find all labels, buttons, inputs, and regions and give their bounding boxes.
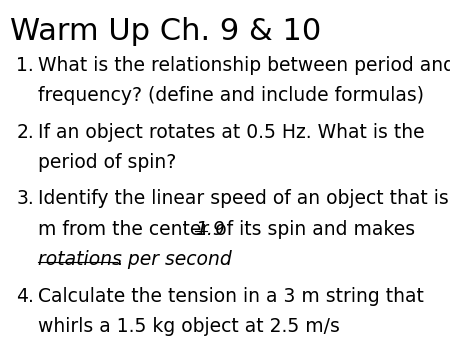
Text: m from the center of its spin and makes: m from the center of its spin and makes <box>38 220 421 239</box>
Text: 2.: 2. <box>16 123 34 142</box>
Text: If an object rotates at 0.5 Hz. What is the: If an object rotates at 0.5 Hz. What is … <box>38 123 424 142</box>
Text: Warm Up Ch. 9 & 10: Warm Up Ch. 9 & 10 <box>10 17 321 46</box>
Text: whirls a 1.5 kg object at 2.5 m/s: whirls a 1.5 kg object at 2.5 m/s <box>38 317 339 336</box>
Text: .: . <box>117 250 122 269</box>
Text: 4.: 4. <box>16 287 34 306</box>
Text: period of spin?: period of spin? <box>38 153 176 172</box>
Text: 1.9: 1.9 <box>195 220 225 239</box>
Text: Identify the linear speed of an object that is 2: Identify the linear speed of an object t… <box>38 190 450 209</box>
Text: 3.: 3. <box>16 190 34 209</box>
Text: rotations per second: rotations per second <box>38 250 231 269</box>
Text: frequency? (define and include formulas): frequency? (define and include formulas) <box>38 86 423 105</box>
Text: Calculate the tension in a 3 m string that: Calculate the tension in a 3 m string th… <box>38 287 423 306</box>
Text: 1.: 1. <box>16 55 34 75</box>
Text: What is the relationship between period and: What is the relationship between period … <box>38 55 450 75</box>
